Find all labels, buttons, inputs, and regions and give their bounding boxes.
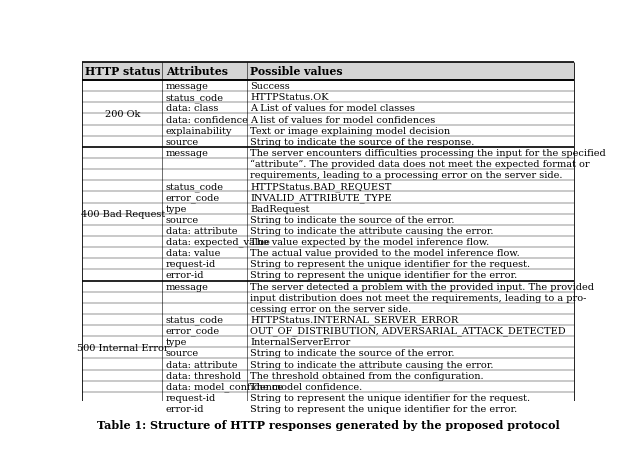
Text: The model confidence.: The model confidence. xyxy=(250,382,362,391)
Text: data: model_confidence: data: model_confidence xyxy=(166,382,283,391)
Text: String to indicate the source of the error.: String to indicate the source of the err… xyxy=(250,349,454,358)
Text: String to represent the unique identifier for the request.: String to represent the unique identifie… xyxy=(250,393,531,402)
Text: requirements, leading to a processing error on the server side.: requirements, leading to a processing er… xyxy=(250,171,563,180)
Text: BadRequest: BadRequest xyxy=(250,204,310,213)
Text: The threshold obtained from the configuration.: The threshold obtained from the configur… xyxy=(250,371,484,380)
Text: status_code: status_code xyxy=(166,182,224,191)
Text: String to indicate the source of the error.: String to indicate the source of the err… xyxy=(250,215,454,224)
Text: data: threshold: data: threshold xyxy=(166,371,241,380)
Text: 500 Internal Error: 500 Internal Error xyxy=(77,343,169,352)
Text: data: value: data: value xyxy=(166,249,220,258)
Text: String to represent the unique identifier for the error.: String to represent the unique identifie… xyxy=(250,404,517,413)
Text: Possible values: Possible values xyxy=(250,66,343,77)
Text: data: attribute: data: attribute xyxy=(166,226,237,235)
Text: error_code: error_code xyxy=(166,326,220,336)
Text: INVALID_ATTRIBUTE_TYPE: INVALID_ATTRIBUTE_TYPE xyxy=(250,193,392,202)
Text: The server detected a problem with the provided input. The provided: The server detected a problem with the p… xyxy=(250,282,594,291)
Text: 400 Bad Request: 400 Bad Request xyxy=(81,210,165,219)
Text: cessing error on the server side.: cessing error on the server side. xyxy=(250,304,412,313)
Text: HTTP status: HTTP status xyxy=(85,66,161,77)
Text: error_code: error_code xyxy=(166,193,220,202)
Text: The server encounters difficulties processing the input for the specified: The server encounters difficulties proce… xyxy=(250,148,606,157)
Text: source: source xyxy=(166,215,199,224)
Text: String to indicate the source of the response.: String to indicate the source of the res… xyxy=(250,138,474,147)
Text: Attributes: Attributes xyxy=(166,66,228,77)
Text: String to indicate the attribute causing the error.: String to indicate the attribute causing… xyxy=(250,360,493,369)
Text: error-id: error-id xyxy=(166,404,204,413)
Text: HTTPStatus.OK: HTTPStatus.OK xyxy=(250,93,328,102)
Text: source: source xyxy=(166,349,199,358)
Text: status_code: status_code xyxy=(166,93,224,102)
Text: source: source xyxy=(166,138,199,147)
Text: String to represent the unique identifier for the request.: String to represent the unique identifie… xyxy=(250,260,531,269)
Text: message: message xyxy=(166,148,209,157)
Text: request-id: request-id xyxy=(166,260,216,269)
Text: type: type xyxy=(166,204,187,213)
Text: InternalServerError: InternalServerError xyxy=(250,337,350,346)
Text: explainability: explainability xyxy=(166,126,232,135)
Bar xyxy=(83,63,573,81)
Text: status_code: status_code xyxy=(166,315,224,325)
Text: data: attribute: data: attribute xyxy=(166,360,237,369)
Text: type: type xyxy=(166,337,187,346)
Text: error-id: error-id xyxy=(166,271,204,280)
Text: OUT_OF_DISTRIBUTION, ADVERSARIAL_ATTACK_DETECTED: OUT_OF_DISTRIBUTION, ADVERSARIAL_ATTACK_… xyxy=(250,326,566,336)
Text: data: class: data: class xyxy=(166,104,218,113)
Text: The value expected by the model inference flow.: The value expected by the model inferenc… xyxy=(250,238,490,247)
Text: Text or image explaining model decision: Text or image explaining model decision xyxy=(250,126,451,135)
Text: A List of values for model classes: A List of values for model classes xyxy=(250,104,415,113)
Text: HTTPStatus.BAD_REQUEST: HTTPStatus.BAD_REQUEST xyxy=(250,182,392,191)
Text: data: confidence: data: confidence xyxy=(166,115,248,124)
Text: input distribution does not meet the requirements, leading to a pro-: input distribution does not meet the req… xyxy=(250,293,586,302)
Text: message: message xyxy=(166,82,209,91)
Text: String to indicate the attribute causing the error.: String to indicate the attribute causing… xyxy=(250,226,493,235)
Text: 200 Ok: 200 Ok xyxy=(105,110,141,119)
Text: Success: Success xyxy=(250,82,290,91)
Text: String to represent the unique identifier for the error.: String to represent the unique identifie… xyxy=(250,271,517,280)
Text: request-id: request-id xyxy=(166,393,216,402)
Text: “attribute”. The provided data does not meet the expected format or: “attribute”. The provided data does not … xyxy=(250,160,589,169)
Text: The actual value provided to the model inference flow.: The actual value provided to the model i… xyxy=(250,249,520,258)
Text: Table 1: Structure of HTTP responses generated by the proposed protocol: Table 1: Structure of HTTP responses gen… xyxy=(97,419,559,430)
Text: A list of values for model confidences: A list of values for model confidences xyxy=(250,115,435,124)
Text: message: message xyxy=(166,282,209,291)
Text: data: expected_value: data: expected_value xyxy=(166,237,269,247)
Text: HTTPStatus.INTERNAL_SERVER_ERROR: HTTPStatus.INTERNAL_SERVER_ERROR xyxy=(250,315,458,325)
